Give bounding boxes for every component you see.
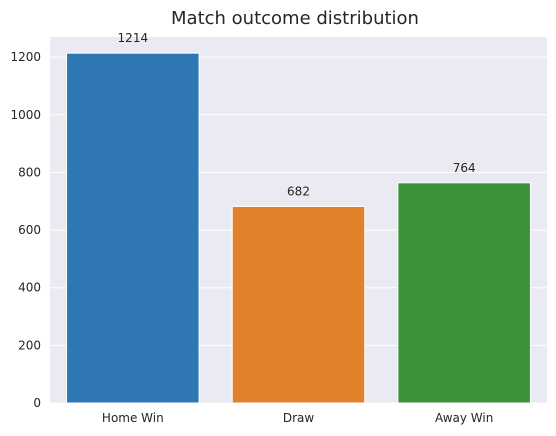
- bar-draw: [231, 205, 366, 404]
- x-tick-label: Away Win: [435, 411, 493, 425]
- x-axis-ticks: Home Win Draw Away Win: [102, 411, 493, 425]
- y-axis-ticks: 0 200 400 600 800 1000 1200: [10, 50, 41, 410]
- bar-value-label: 764: [453, 161, 476, 175]
- bar-value-label: 682: [287, 184, 310, 198]
- y-tick-label: 1000: [10, 108, 41, 122]
- bars: [66, 52, 531, 404]
- chart-title: Match outcome distribution: [171, 8, 419, 29]
- x-tick-label: Home Win: [102, 411, 164, 425]
- y-tick-label: 600: [18, 223, 41, 237]
- bar-home-win: [66, 52, 200, 404]
- y-tick-label: 800: [18, 165, 41, 179]
- y-tick-label: 400: [18, 281, 41, 295]
- x-tick-label: Draw: [283, 411, 315, 425]
- y-tick-label: 1200: [10, 50, 41, 64]
- y-tick-label: 0: [33, 396, 41, 410]
- data-labels: 1214 682 764: [118, 31, 476, 198]
- bar-value-label: 1214: [118, 31, 149, 45]
- bar-away-win: [397, 182, 531, 404]
- y-tick-label: 200: [18, 338, 41, 352]
